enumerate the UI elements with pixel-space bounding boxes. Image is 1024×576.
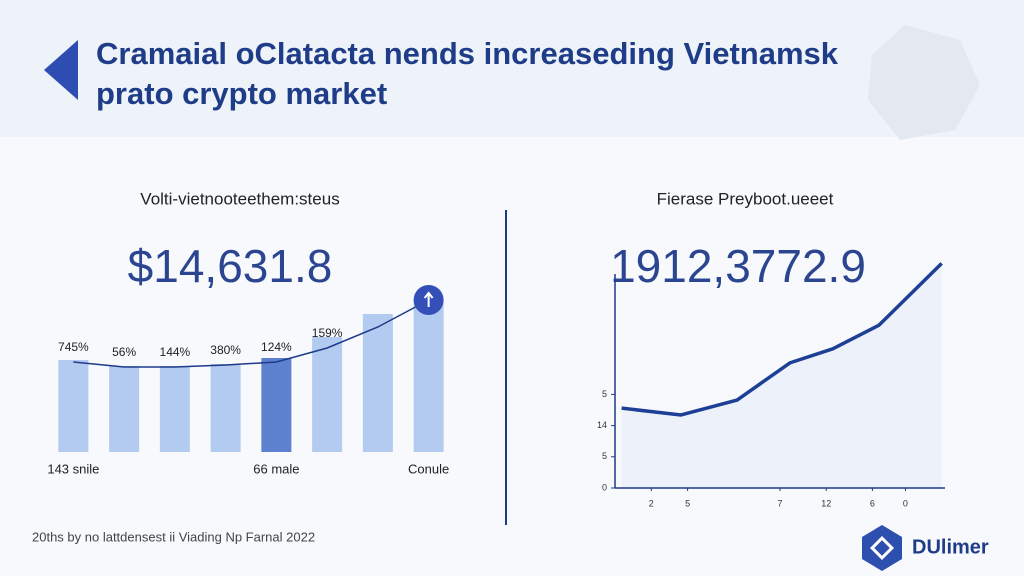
annotation: 745%	[58, 340, 89, 354]
up-icon-arrow	[423, 291, 434, 307]
x-tick-label: Conule	[408, 461, 449, 476]
x-tick-label: 6	[870, 498, 875, 508]
chart-title: Fierase Preyboot.ueeet	[657, 189, 834, 208]
bar	[159, 366, 190, 452]
logo-icon-inner	[869, 535, 895, 561]
bar	[312, 337, 343, 452]
x-tick-label: 5	[685, 498, 690, 508]
y-tick-label: 0	[602, 482, 607, 492]
logo-text: DUlimer	[912, 536, 989, 558]
header-bg	[0, 0, 1024, 137]
y-tick-label: 5	[602, 451, 607, 461]
chart-title: Volti-vietnooteethem:steus	[140, 189, 339, 208]
x-tick-label: 66 male	[253, 461, 299, 476]
decor-shape	[868, 25, 980, 140]
annotation: 56%	[112, 345, 136, 359]
bar	[261, 358, 292, 452]
trend-line	[73, 299, 429, 368]
back-arrow	[44, 40, 78, 100]
bar	[109, 366, 140, 452]
x-tick-label: 2	[649, 498, 654, 508]
headline: $14,631.8	[128, 240, 333, 292]
page-title: Cramaial oClatacta nends increaseding Vi…	[96, 36, 839, 111]
headline: 1912,3772.9	[610, 240, 866, 292]
x-tick-label: 12	[821, 498, 831, 508]
x-tick-label: 7	[777, 498, 782, 508]
bar	[413, 300, 444, 452]
annotation: 124%	[261, 340, 292, 354]
bar	[58, 360, 89, 452]
annotation: 159%	[312, 326, 343, 340]
x-tick-label: 143 snile	[47, 461, 99, 476]
annotation: 144%	[160, 345, 191, 359]
footer: 20ths by no lattdensest ii Viading Np Fa…	[32, 529, 315, 544]
x-tick-label: 0	[903, 498, 908, 508]
line	[621, 262, 943, 417]
y-tick-label: 14	[597, 420, 607, 430]
area	[621, 263, 942, 488]
logo-icon	[862, 525, 902, 571]
y-tick-label: 5	[602, 389, 607, 399]
bar	[210, 364, 241, 452]
annotation: 380%	[210, 343, 241, 357]
bar	[362, 314, 393, 452]
